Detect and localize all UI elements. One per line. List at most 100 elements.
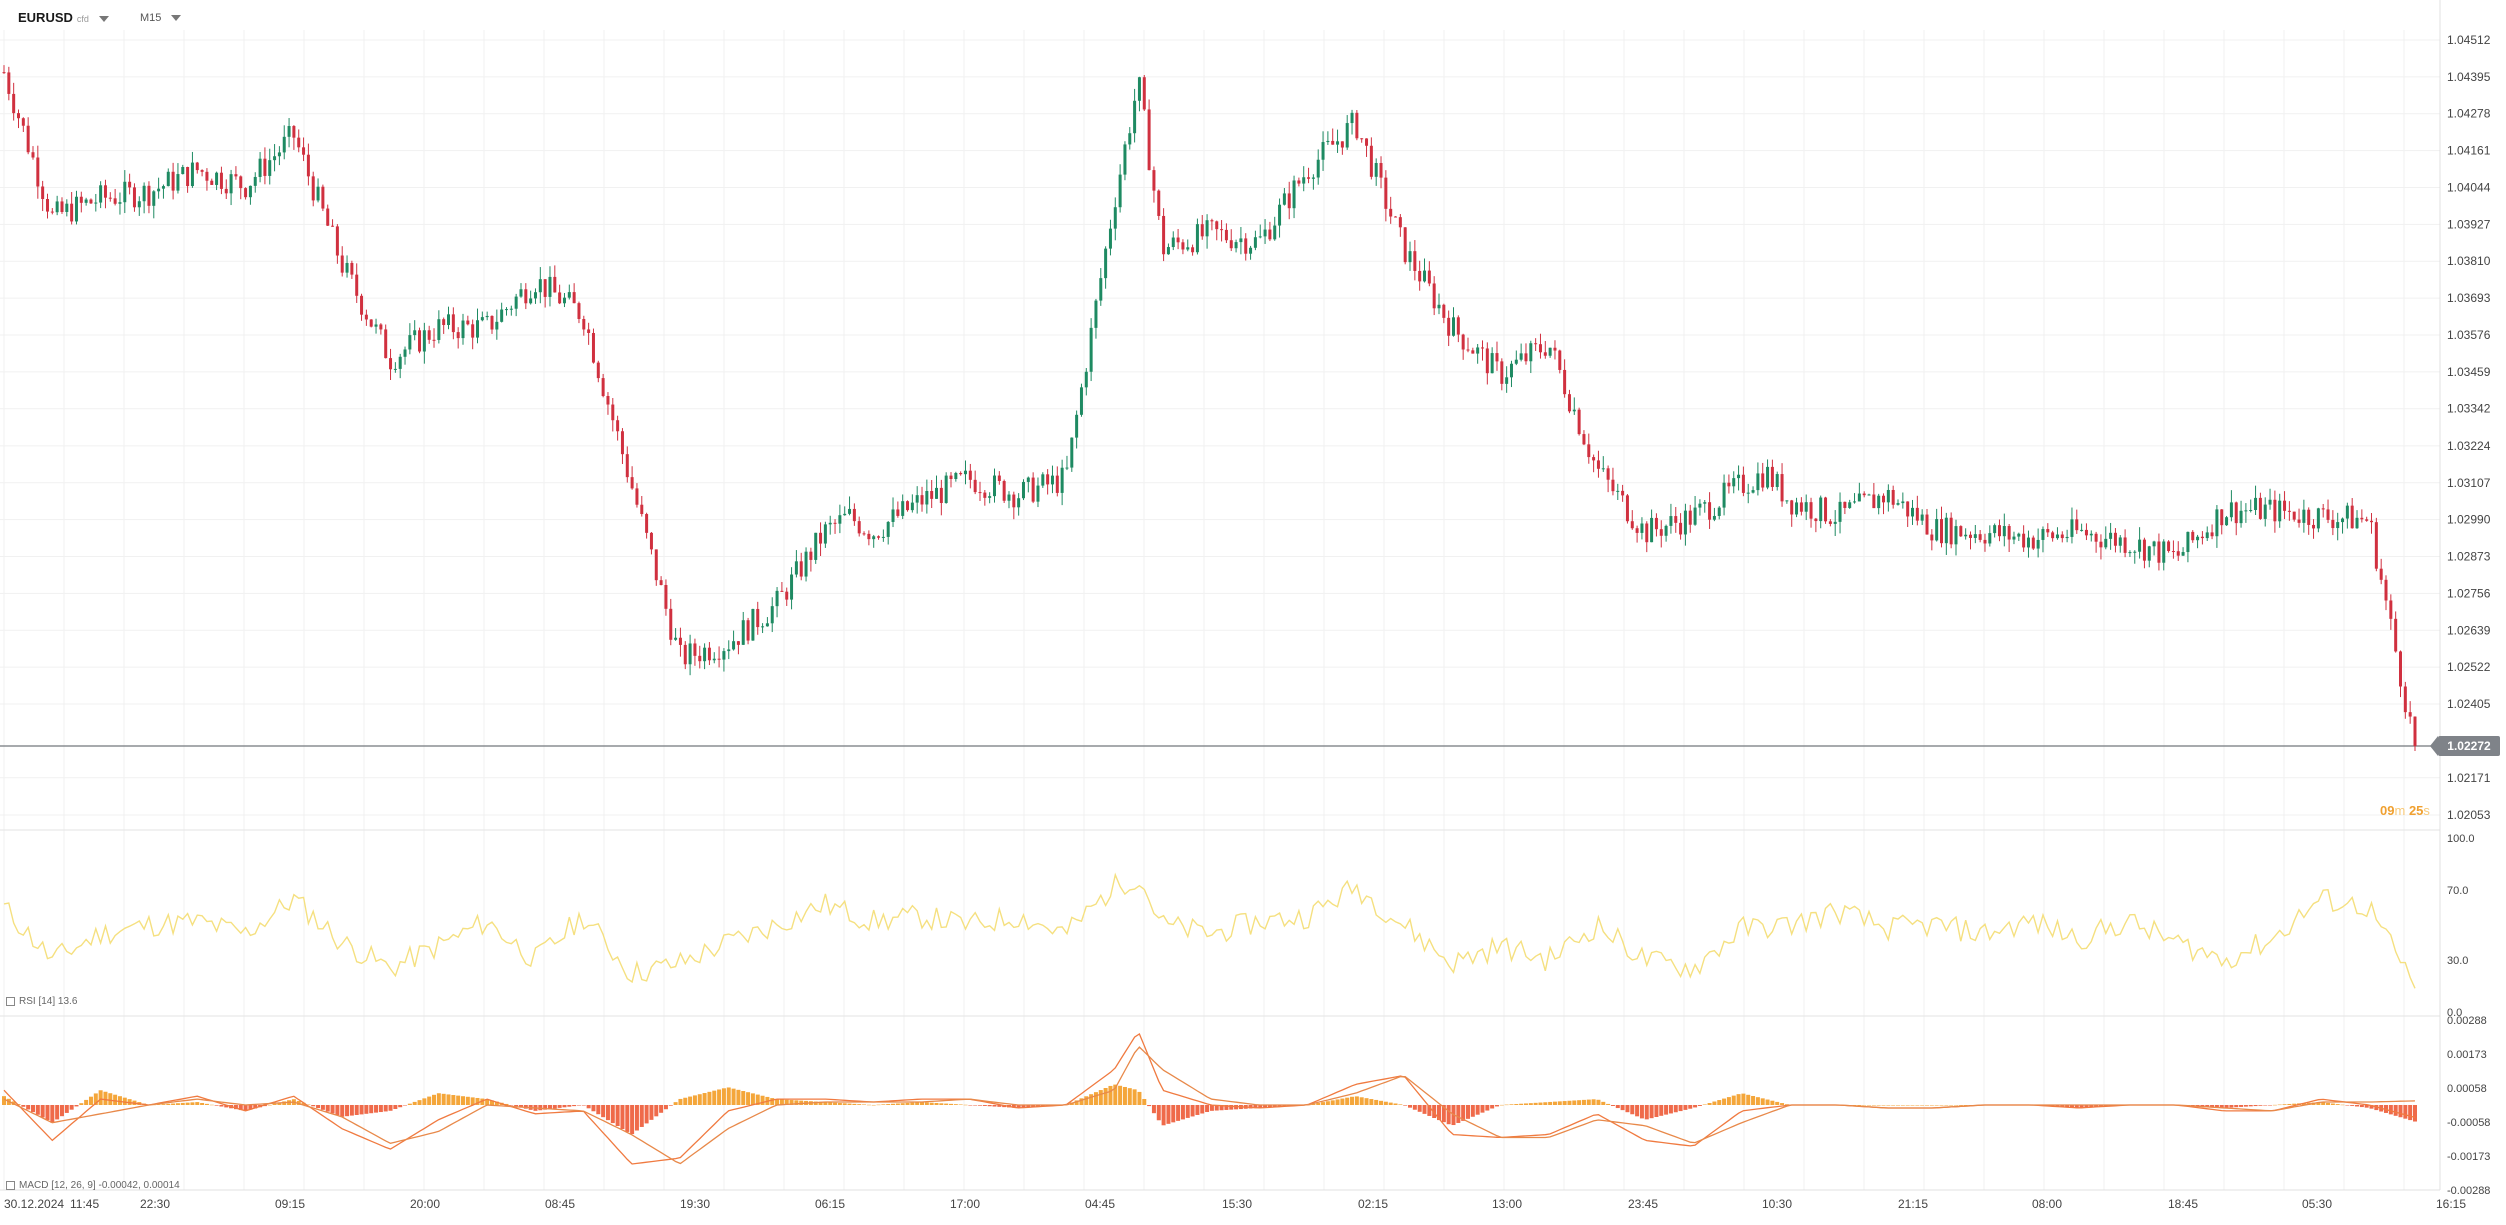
- candle-down: [543, 279, 547, 297]
- candle-up: [1437, 304, 1441, 309]
- rsi-legend[interactable]: RSI [14] 13.6: [6, 996, 77, 1007]
- candle-down: [2389, 600, 2393, 619]
- candle-up: [1239, 238, 1243, 243]
- candle-down: [384, 329, 388, 359]
- candle-up: [123, 181, 127, 203]
- candle-up: [1988, 533, 1992, 544]
- candle-down: [1220, 229, 1224, 231]
- candle-up: [509, 308, 513, 310]
- time-tick-label: 15:30: [1222, 1197, 1252, 1211]
- symbol-selector[interactable]: EURUSD cfd: [18, 10, 109, 25]
- candle-down: [862, 533, 866, 535]
- macd-histogram-bar: [1040, 1105, 1045, 1107]
- candle-down: [1379, 163, 1383, 178]
- candle-down: [896, 509, 900, 516]
- macd-histogram-bar: [2065, 1105, 2070, 1108]
- candle-up: [2065, 536, 2069, 539]
- macd-histogram-bar: [2, 1096, 6, 1105]
- macd-tick-label: -0.00288: [2447, 1185, 2490, 1197]
- macd-histogram-bar: [1543, 1102, 1548, 1105]
- candle-down: [2142, 539, 2146, 561]
- candle-down: [1307, 177, 1311, 179]
- macd-histogram-bar: [2335, 1104, 2340, 1105]
- macd-histogram-bar: [1325, 1101, 1330, 1105]
- candle-up: [1766, 466, 1770, 488]
- chart-toolbar: EURUSD cfd M15: [0, 0, 2440, 34]
- macd-legend[interactable]: MACD [12, 26, 9] -0.00042, 0.00014: [6, 1180, 180, 1191]
- candle-up: [1374, 163, 1378, 177]
- settings-icon[interactable]: [6, 1180, 15, 1190]
- candle-down: [659, 580, 663, 586]
- macd-histogram-bar: [1596, 1099, 1601, 1105]
- candle-down: [1828, 521, 1832, 524]
- timeframe-selector[interactable]: M15: [140, 12, 182, 24]
- candle-down: [2031, 537, 2035, 549]
- candle-up: [1079, 387, 1083, 415]
- candle-up: [775, 590, 779, 607]
- macd-histogram-bar: [1383, 1101, 1388, 1105]
- macd-histogram-bar: [1282, 1105, 1287, 1107]
- time-tick-label: 10:30: [1762, 1197, 1792, 1211]
- macd-histogram-bar: [1311, 1103, 1316, 1105]
- macd-histogram-bar: [1494, 1105, 1499, 1107]
- candle-down: [7, 72, 11, 94]
- macd-histogram-bar: [2301, 1103, 2306, 1105]
- candle-down: [2022, 533, 2026, 548]
- candle-up: [935, 487, 939, 499]
- candle-up: [1476, 347, 1480, 354]
- candle-up: [408, 335, 412, 350]
- candle-down: [2157, 541, 2161, 563]
- settings-icon[interactable]: [6, 996, 15, 1006]
- macd-histogram-bar: [204, 1103, 209, 1105]
- candle-down: [678, 637, 682, 645]
- macd-histogram-bar: [514, 1105, 519, 1107]
- candle-up: [915, 495, 919, 503]
- macd-histogram-bar: [634, 1105, 639, 1131]
- macd-histogram-bar: [992, 1105, 997, 1107]
- candle-up: [2268, 499, 2272, 505]
- macd-histogram-bar: [50, 1105, 55, 1123]
- candle-up: [2152, 541, 2156, 547]
- macd-histogram-bar: [2321, 1102, 2326, 1105]
- candle-down: [2051, 532, 2055, 539]
- macd-histogram-bar: [944, 1103, 949, 1105]
- candle-down: [2399, 651, 2403, 687]
- candle-up: [2196, 536, 2200, 541]
- macd-histogram-bar: [1470, 1105, 1475, 1117]
- time-tick-label: 18:45: [2168, 1197, 2198, 1211]
- candle-down: [1611, 479, 1615, 492]
- macd-histogram-bar: [886, 1104, 891, 1105]
- candle-up: [2017, 533, 2021, 537]
- macd-histogram-bar: [1171, 1105, 1176, 1123]
- macd-histogram-bar: [1562, 1101, 1567, 1105]
- candle-up: [529, 298, 533, 304]
- macd-histogram-bar: [200, 1102, 205, 1105]
- candle-down: [577, 303, 581, 319]
- candle-down: [949, 475, 953, 479]
- macd-histogram-bar: [1277, 1105, 1282, 1107]
- candle-up: [1166, 247, 1170, 255]
- macd-histogram-bar: [1011, 1105, 1016, 1108]
- candle-down: [45, 199, 49, 212]
- candle-down: [360, 295, 364, 315]
- macd-histogram-bar: [1857, 1105, 1862, 1106]
- candle-up: [2041, 529, 2045, 540]
- candle-up: [1804, 502, 1808, 512]
- candle-up: [1785, 500, 1789, 502]
- candle-down: [1780, 474, 1784, 502]
- macd-histogram-bar: [2205, 1105, 2210, 1107]
- candle-up: [910, 502, 914, 511]
- macd-histogram-bar: [1113, 1084, 1118, 1105]
- candle-down: [1862, 493, 1866, 496]
- candle-up: [1756, 473, 1760, 491]
- candle-up: [2302, 509, 2306, 523]
- macd-histogram-bar: [895, 1103, 900, 1105]
- candle-up: [790, 574, 794, 600]
- candle-down: [1983, 539, 1987, 544]
- macd-histogram-bar: [2253, 1105, 2258, 1107]
- candle-down: [1741, 474, 1745, 493]
- macd-histogram-bar: [692, 1095, 697, 1105]
- candle-up: [1311, 177, 1315, 179]
- macd-histogram-bar: [2403, 1105, 2408, 1119]
